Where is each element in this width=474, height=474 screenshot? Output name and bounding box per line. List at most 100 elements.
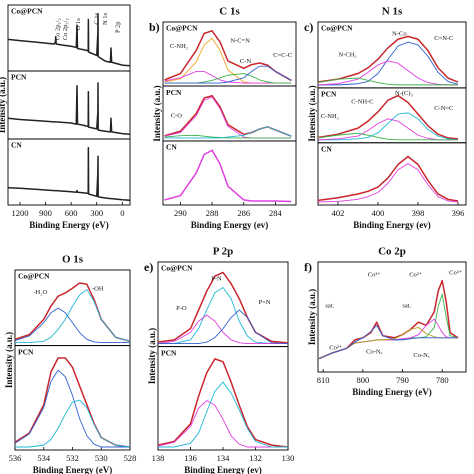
peak-annotation: N 1s [102, 12, 109, 25]
spectrum-curve [15, 399, 131, 448]
y-axis-label: Intensity (a.u.) [147, 328, 157, 384]
subplot-frame [157, 346, 289, 451]
spectrum-curve [319, 324, 459, 360]
spectrum-curve [14, 282, 131, 342]
peak-annotation: Co²⁺ [409, 272, 422, 279]
x-tick-label: 528 [124, 453, 137, 463]
peak-annotation: P-O [176, 305, 187, 312]
x-axis-label: Binding Energy (eV) [352, 387, 432, 397]
peak-annotation: Co 2p₁/₂ [55, 18, 62, 40]
spectrum-curve [319, 318, 459, 360]
spectrum-curve [164, 126, 292, 139]
spectrum-curve [157, 358, 289, 448]
peak-annotation: sat. [325, 302, 334, 309]
peak-annotation: Co 2p₃/₂ [62, 18, 69, 40]
spectrum-curve [317, 132, 458, 141]
peak-annotation: C-N=C [434, 105, 453, 112]
peak-annotation: P=N [259, 299, 271, 306]
peak-annotation: -H₂O [33, 289, 47, 296]
spectrum-curve [317, 155, 459, 202]
spectrum-curve [164, 30, 292, 82]
panel-label: e) [144, 260, 153, 274]
panel-label: f) [304, 260, 312, 274]
panel-title: C 1s [219, 6, 240, 18]
x-tick-label: 300 [90, 208, 103, 218]
peak-annotation: Co³⁺ [368, 272, 381, 279]
sample-label: Co@PCN [161, 264, 193, 273]
subplot-frame [317, 142, 467, 206]
x-tick-label: 780 [436, 375, 449, 385]
sample-label: CN [321, 144, 332, 153]
peak-annotation: P 2p [114, 22, 121, 34]
sample-label: PCN [161, 348, 177, 357]
x-axis-label: Binding Energy (ev) [353, 220, 431, 230]
sample-label: CN [166, 143, 177, 152]
peak-annotation: -OH [92, 285, 104, 292]
peak-annotation: Co³⁺ [449, 269, 462, 276]
spectrum-curve [14, 369, 130, 448]
panel-title: Co 2p [378, 246, 406, 258]
spectrum-curve [164, 96, 292, 139]
peak-annotation: Co-Nₓ [366, 349, 382, 356]
spectrum-curve [317, 35, 459, 83]
peak-annotation: N-(C)₃ [395, 90, 413, 97]
peak-annotation: C-O [171, 113, 183, 120]
sample-label: PCN [166, 88, 182, 97]
x-tick-label: 600 [65, 208, 78, 218]
x-tick-label: 536 [9, 453, 22, 463]
spectrum-curve [317, 94, 459, 140]
y-axis-label: Intensity (a.u.) [0, 77, 7, 133]
spectrum-curve [158, 309, 289, 345]
peak-annotation: N-Co [392, 30, 406, 37]
spectrum-curve [164, 65, 292, 84]
spectrum-curve [7, 82, 131, 135]
x-axis-label: Binding Energy (ev) [191, 220, 269, 230]
panel-title: O 1s [62, 254, 84, 266]
y-axis-label: Intensity (a.u.) [152, 85, 162, 141]
spectrum-curve [317, 60, 458, 86]
x-tick-label: 396 [452, 208, 465, 218]
spectrum-curve [317, 118, 458, 141]
spectrum-curve [15, 289, 131, 344]
x-tick-label: 800 [356, 375, 369, 385]
sample-label: PCN [18, 347, 34, 356]
sample-label: Co@PCN [166, 24, 198, 33]
subplot-frame [317, 261, 467, 373]
x-tick-label: 132 [249, 453, 262, 463]
sample-label: Co@PCN [11, 7, 43, 16]
peak-annotation: C-NH-C [351, 99, 373, 106]
x-tick-label: 290 [174, 208, 187, 218]
x-axis-label: Binding Energy (eV) [33, 465, 113, 474]
spectrum-curve [164, 134, 292, 139]
sample-label: PCN [11, 73, 27, 82]
x-tick-label: 138 [152, 453, 165, 463]
x-tick-label: 532 [66, 453, 79, 463]
spectrum-curve [158, 381, 288, 448]
spectrum-curve [318, 112, 459, 141]
x-tick-label: 900 [39, 208, 52, 218]
x-tick-label: 286 [237, 208, 250, 218]
panel-title: P 2p [213, 246, 233, 258]
x-tick-label: 790 [396, 375, 409, 385]
x-axis-label: Binding Energy (ev) [184, 465, 262, 474]
sample-label: CN [11, 141, 22, 150]
peak-annotation: C-NH₂ [170, 43, 188, 50]
peak-annotation: sat. [402, 302, 411, 309]
sample-label: Co@PCN [18, 272, 50, 281]
peak-annotation: N-C=N [230, 38, 250, 45]
spectrum-curve [164, 149, 292, 203]
x-tick-label: 0 [120, 208, 124, 218]
spectrum-curve [164, 70, 292, 84]
spectrum-curve [157, 400, 288, 448]
subplot-frame [162, 85, 297, 142]
x-tick-label: 136 [184, 453, 197, 463]
x-axis-label: Binding Energy (eV) [29, 220, 109, 230]
y-axis-label: Intensity (a.u.) [307, 85, 317, 141]
peak-annotation: Co²⁺ [329, 344, 342, 351]
subplot-frame [14, 345, 131, 451]
panel-label: b) [149, 20, 160, 34]
spectrum-curve [157, 314, 288, 345]
panel-label: c) [304, 20, 313, 34]
peak-annotation: P-N [211, 275, 222, 282]
